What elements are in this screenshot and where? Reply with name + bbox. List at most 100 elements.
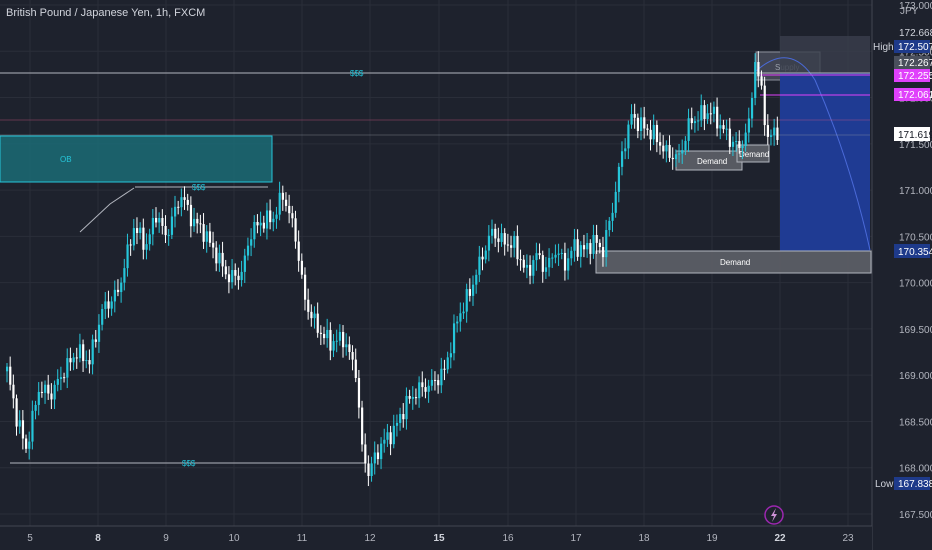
candle[interactable] [164, 215, 167, 243]
candle[interactable] [21, 410, 25, 450]
candle[interactable] [722, 119, 725, 134]
candle[interactable] [56, 369, 59, 392]
candle[interactable] [246, 237, 250, 261]
candle[interactable] [449, 342, 452, 369]
candle[interactable] [443, 359, 446, 381]
candle[interactable] [440, 357, 443, 394]
candle[interactable] [427, 379, 430, 403]
candle[interactable] [525, 254, 529, 279]
candle[interactable] [256, 214, 259, 234]
candle[interactable] [408, 389, 411, 404]
candle[interactable] [180, 188, 183, 217]
candle[interactable] [595, 224, 598, 254]
candle[interactable] [50, 383, 53, 410]
candle[interactable] [335, 329, 338, 353]
candle[interactable] [310, 304, 313, 327]
candle[interactable] [126, 233, 129, 277]
candle[interactable] [652, 114, 655, 145]
candle[interactable] [148, 228, 151, 251]
candle[interactable] [196, 212, 199, 234]
candle[interactable] [40, 381, 44, 398]
candle[interactable] [364, 433, 367, 473]
candle[interactable] [297, 230, 300, 272]
candle[interactable] [199, 214, 202, 234]
candle[interactable] [738, 130, 741, 154]
candle[interactable] [120, 277, 123, 303]
candle[interactable] [576, 229, 579, 261]
candle[interactable] [186, 193, 189, 211]
candle[interactable] [437, 374, 440, 394]
candle[interactable] [253, 215, 256, 248]
candle[interactable] [741, 140, 744, 160]
candle[interactable] [452, 314, 456, 361]
candle[interactable] [491, 219, 494, 244]
candle[interactable] [78, 333, 82, 363]
candle[interactable] [678, 143, 681, 163]
candle[interactable] [766, 114, 769, 145]
candle[interactable] [744, 123, 747, 152]
candle[interactable] [389, 425, 392, 456]
candle[interactable] [570, 246, 573, 266]
candle[interactable] [497, 227, 500, 253]
candle[interactable] [478, 245, 481, 283]
candle[interactable] [202, 213, 205, 249]
candle[interactable] [259, 211, 262, 237]
candle[interactable] [598, 239, 601, 254]
demand-zone-2[interactable] [736, 144, 770, 163]
candle[interactable] [659, 132, 662, 155]
candle[interactable] [132, 218, 135, 251]
candle[interactable] [91, 334, 94, 375]
candle[interactable] [123, 258, 126, 291]
candle[interactable] [129, 239, 132, 256]
candle[interactable] [183, 186, 186, 210]
candle[interactable] [506, 233, 510, 252]
candle[interactable] [589, 239, 592, 265]
candle[interactable] [703, 100, 706, 131]
candle[interactable] [662, 135, 665, 159]
candle[interactable] [278, 181, 281, 221]
candle[interactable] [167, 229, 170, 246]
candle[interactable] [370, 456, 373, 482]
candle[interactable] [643, 106, 646, 139]
candle[interactable] [630, 104, 633, 129]
candle[interactable] [636, 113, 640, 139]
candle[interactable] [373, 441, 376, 475]
candle[interactable] [747, 107, 750, 143]
candle[interactable] [25, 434, 28, 453]
candle[interactable] [411, 386, 414, 410]
candle[interactable] [351, 345, 354, 371]
candle[interactable] [326, 318, 329, 348]
candle[interactable] [424, 378, 427, 399]
candle[interactable] [342, 325, 345, 358]
candle[interactable] [94, 329, 97, 348]
candle[interactable] [655, 120, 659, 153]
candle[interactable] [456, 316, 459, 333]
candle[interactable] [386, 423, 389, 447]
candle[interactable] [116, 279, 120, 297]
candle[interactable] [725, 119, 728, 141]
candle[interactable] [383, 428, 386, 453]
candle[interactable] [231, 258, 234, 289]
candle[interactable] [380, 437, 383, 470]
candle[interactable] [151, 209, 155, 246]
candle[interactable] [601, 236, 605, 267]
candle[interactable] [265, 202, 269, 240]
candle[interactable] [693, 116, 697, 133]
candle[interactable] [586, 233, 589, 258]
candle[interactable] [110, 296, 113, 316]
candle[interactable] [281, 185, 284, 211]
candle[interactable] [272, 211, 275, 232]
candle[interactable] [681, 139, 684, 164]
candle[interactable] [294, 210, 297, 249]
candle[interactable] [640, 107, 643, 141]
candle[interactable] [687, 108, 690, 152]
candle[interactable] [582, 234, 586, 258]
candle[interactable] [313, 306, 316, 329]
candle[interactable] [357, 369, 361, 419]
candle[interactable] [329, 322, 332, 361]
candle[interactable] [557, 243, 560, 266]
lightning-icon[interactable] [764, 505, 784, 525]
candle[interactable] [31, 400, 34, 450]
candle[interactable] [6, 362, 9, 383]
